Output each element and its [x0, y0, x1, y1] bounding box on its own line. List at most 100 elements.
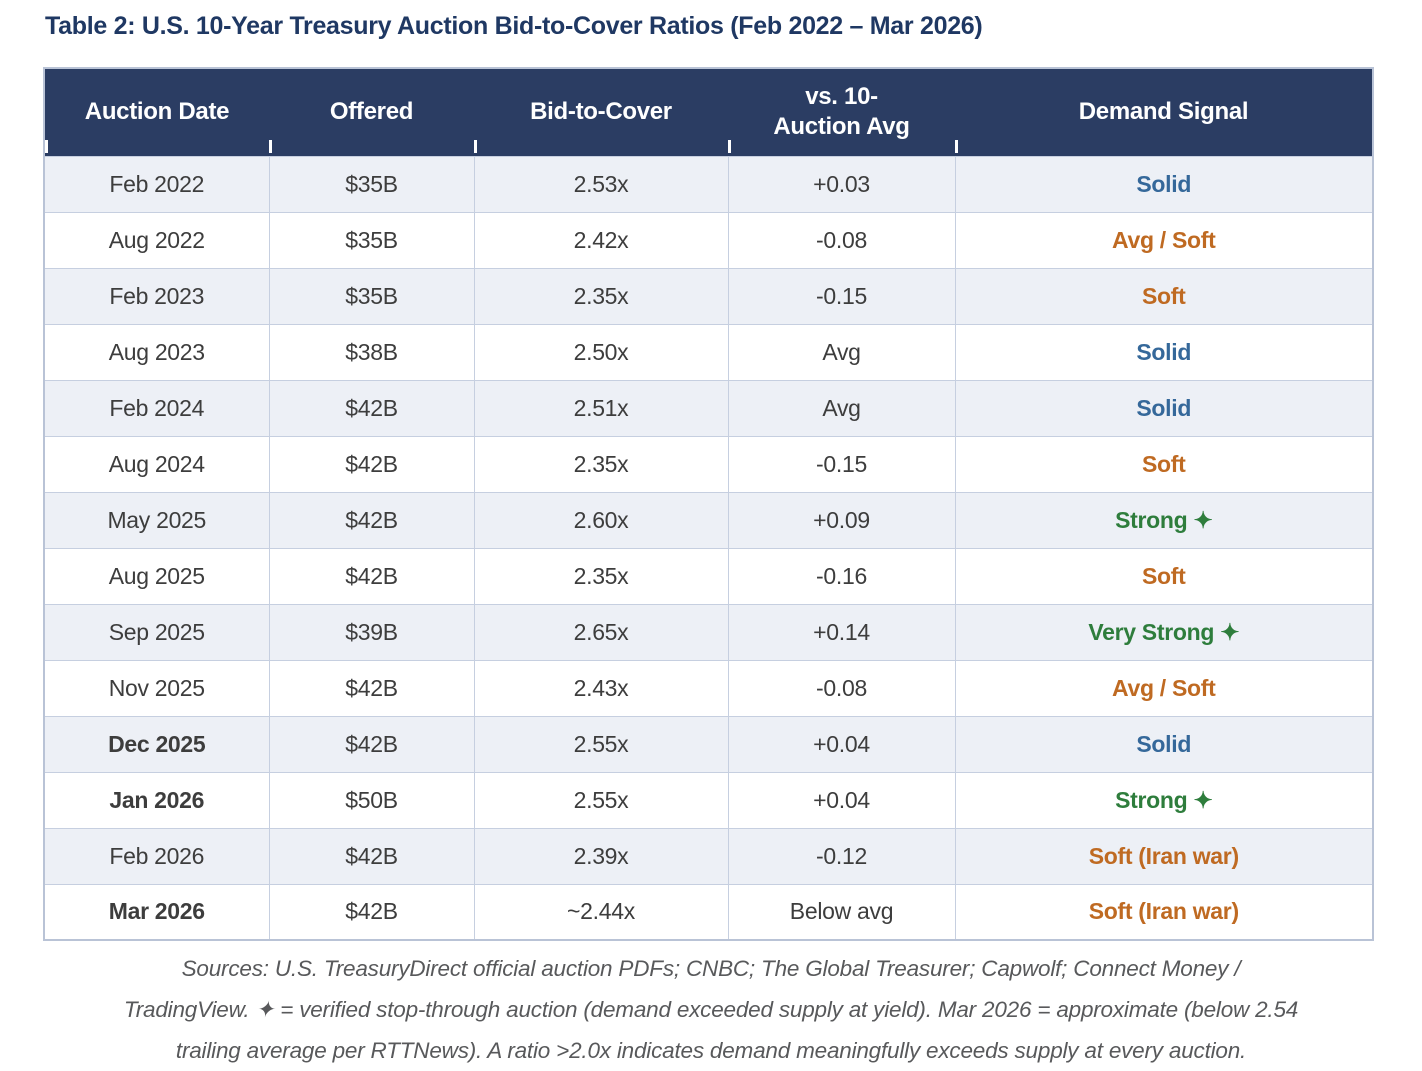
- table-row: Mar 2026 $42B ~2.44x Below avg Soft (Iran wa…: [43, 883, 1374, 941]
- bid-to-cover-cell: 2.60x: [473, 491, 729, 549]
- demand-signal-cell: Soft: [954, 547, 1374, 605]
- table-row: Jan 2026 $50B 2.55x +0.04 Strong ✦: [43, 771, 1374, 829]
- auction-date-cell: Sep 2025: [43, 603, 270, 661]
- table-row: Aug 2024 $42B 2.35x -0.15 Soft: [43, 435, 1374, 493]
- bid-to-cover-cell: 2.39x: [473, 827, 729, 885]
- sources-footnote: Sources: U.S. TreasuryDirect official au…: [0, 948, 1422, 1071]
- bid-to-cover-cell: 2.55x: [473, 771, 729, 829]
- demand-signal-cell: Solid: [954, 155, 1374, 213]
- auction-date-cell: May 2025: [43, 491, 270, 549]
- vs-avg-cell: -0.16: [727, 547, 956, 605]
- header-row: Auction Date Offered Bid-to-Cover vs. 10…: [44, 68, 1373, 156]
- offered-cell: $38B: [268, 323, 475, 381]
- vs-avg-cell: +0.04: [727, 715, 956, 773]
- auction-date-cell: Aug 2024: [43, 435, 270, 493]
- bid-to-cover-cell: 2.35x: [473, 435, 729, 493]
- demand-signal-cell: Soft (Iran war): [954, 827, 1374, 885]
- offered-cell: $42B: [268, 827, 475, 885]
- footnote-line: Sources: U.S. TreasuryDirect official au…: [181, 956, 1241, 981]
- demand-signal-cell: Soft (Iran war): [954, 883, 1374, 941]
- vs-avg-cell: -0.15: [727, 267, 956, 325]
- table-row: Feb 2023 $35B 2.35x -0.15 Soft: [43, 267, 1374, 325]
- bid-to-cover-cell: 2.35x: [473, 267, 729, 325]
- vs-avg-cell: +0.04: [727, 771, 956, 829]
- auction-date-cell: Aug 2023: [43, 323, 270, 381]
- vs-avg-cell: -0.08: [727, 211, 956, 269]
- offered-cell: $42B: [268, 491, 475, 549]
- offered-cell: $39B: [268, 603, 475, 661]
- demand-signal-cell: Soft: [954, 267, 1374, 325]
- vs-avg-cell: +0.14: [727, 603, 956, 661]
- auction-date-cell: Jan 2026: [43, 771, 270, 829]
- bid-to-cover-cell: 2.55x: [473, 715, 729, 773]
- auction-date-cell: Aug 2025: [43, 547, 270, 605]
- table-row: Feb 2022 $35B 2.53x +0.03 Solid: [43, 155, 1374, 213]
- auction-date-cell: Feb 2023: [43, 267, 270, 325]
- table-body: Feb 2022 $35B 2.53x +0.03 Solid Aug 2022 $35B 2…: [43, 155, 1374, 941]
- vs-avg-cell: Avg: [727, 379, 956, 437]
- offered-cell: $50B: [268, 771, 475, 829]
- table-row: Feb 2024 $42B 2.51x Avg Solid: [43, 379, 1374, 437]
- demand-signal-cell: Solid: [954, 323, 1374, 381]
- bid-to-cover-cell: 2.50x: [473, 323, 729, 381]
- offered-cell: $42B: [268, 659, 475, 717]
- offered-cell: $42B: [268, 547, 475, 605]
- table-title: Table 2: U.S. 10-Year Treasury Auction B…: [45, 12, 983, 40]
- bid-to-cover-cell: 2.53x: [473, 155, 729, 213]
- auction-table: Auction Date Offered Bid-to-Cover vs. 10…: [43, 67, 1374, 941]
- demand-signal-cell: Strong ✦: [954, 491, 1374, 549]
- offered-cell: $35B: [268, 211, 475, 269]
- auction-date-cell: Aug 2022: [43, 211, 270, 269]
- demand-signal-cell: Solid: [954, 379, 1374, 437]
- vs-avg-cell: Avg: [727, 323, 956, 381]
- auction-date-cell: Nov 2025: [43, 659, 270, 717]
- table-row: Dec 2025 $42B 2.55x +0.04 Solid: [43, 715, 1374, 773]
- header-demand-signal: Demand Signal: [955, 68, 1373, 156]
- auction-date-cell: Feb 2022: [43, 155, 270, 213]
- table-row: Sep 2025 $39B 2.65x +0.14 Very Strong ✦: [43, 603, 1374, 661]
- demand-signal-cell: Solid: [954, 715, 1374, 773]
- auction-table-container: Auction Date Offered Bid-to-Cover vs. 10…: [43, 67, 1374, 941]
- bid-to-cover-cell: 2.43x: [473, 659, 729, 717]
- demand-signal-cell: Avg / Soft: [954, 659, 1374, 717]
- bid-to-cover-cell: ~2.44x: [473, 883, 729, 941]
- vs-avg-cell: -0.15: [727, 435, 956, 493]
- bid-to-cover-cell: 2.51x: [473, 379, 729, 437]
- offered-cell: $35B: [268, 267, 475, 325]
- bid-to-cover-cell: 2.42x: [473, 211, 729, 269]
- offered-cell: $42B: [268, 435, 475, 493]
- table-row: Feb 2026 $42B 2.39x -0.12 Soft (Iran war): [43, 827, 1374, 885]
- demand-signal-cell: Strong ✦: [954, 771, 1374, 829]
- vs-avg-cell: -0.08: [727, 659, 956, 717]
- offered-cell: $42B: [268, 715, 475, 773]
- auction-date-cell: Feb 2026: [43, 827, 270, 885]
- table-header: Auction Date Offered Bid-to-Cover vs. 10…: [44, 68, 1373, 156]
- table-row: Aug 2025 $42B 2.35x -0.16 Soft: [43, 547, 1374, 605]
- demand-signal-cell: Very Strong ✦: [954, 603, 1374, 661]
- vs-avg-cell: +0.09: [727, 491, 956, 549]
- table-row: Nov 2025 $42B 2.43x -0.08 Avg / Soft: [43, 659, 1374, 717]
- footnote-line: trailing average per RTTNews). A ratio >…: [175, 1038, 1247, 1063]
- table-row: May 2025 $42B 2.60x +0.09 Strong ✦: [43, 491, 1374, 549]
- footnote-line: TradingView. ✦ = verified stop-through a…: [123, 997, 1299, 1022]
- vs-avg-cell: Below avg: [727, 883, 956, 941]
- demand-signal-cell: Avg / Soft: [954, 211, 1374, 269]
- bid-to-cover-cell: 2.35x: [473, 547, 729, 605]
- header-bid-to-cover: Bid-to-Cover: [474, 68, 728, 156]
- bid-to-cover-cell: 2.65x: [473, 603, 729, 661]
- offered-cell: $35B: [268, 155, 475, 213]
- auction-date-cell: Feb 2024: [43, 379, 270, 437]
- vs-avg-cell: -0.12: [727, 827, 956, 885]
- auction-date-cell: Mar 2026: [43, 883, 270, 941]
- vs-avg-cell: +0.03: [727, 155, 956, 213]
- auction-date-cell: Dec 2025: [43, 715, 270, 773]
- table-row: Aug 2023 $38B 2.50x Avg Solid: [43, 323, 1374, 381]
- header-auction-date: Auction Date: [44, 68, 269, 156]
- table-row: Aug 2022 $35B 2.42x -0.08 Avg / Soft: [43, 211, 1374, 269]
- header-offered: Offered: [269, 68, 474, 156]
- offered-cell: $42B: [268, 379, 475, 437]
- offered-cell: $42B: [268, 883, 475, 941]
- demand-signal-cell: Soft: [954, 435, 1374, 493]
- header-vs-10-auction-avg: vs. 10- Auction Avg: [728, 68, 955, 156]
